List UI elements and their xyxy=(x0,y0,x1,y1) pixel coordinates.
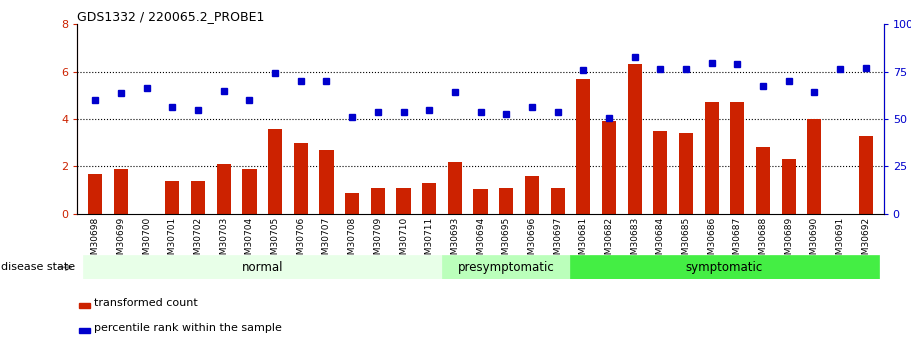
Bar xyxy=(320,150,333,214)
Bar xyxy=(79,304,89,308)
Bar xyxy=(474,189,487,214)
Bar xyxy=(499,188,513,214)
Bar xyxy=(448,162,462,214)
Bar xyxy=(756,148,770,214)
Bar xyxy=(422,183,436,214)
Bar xyxy=(570,255,878,279)
Bar xyxy=(371,188,385,214)
Bar xyxy=(807,119,822,214)
Bar xyxy=(782,159,795,214)
Bar xyxy=(114,169,128,214)
Bar xyxy=(242,169,257,214)
Bar xyxy=(293,143,308,214)
Bar xyxy=(191,181,205,214)
Text: symptomatic: symptomatic xyxy=(686,261,763,274)
Bar xyxy=(576,79,590,214)
Bar xyxy=(731,102,744,214)
Bar xyxy=(859,136,873,214)
Text: transformed count: transformed count xyxy=(95,298,198,308)
Bar xyxy=(268,128,282,214)
Bar xyxy=(550,188,565,214)
Bar xyxy=(679,133,693,214)
Bar xyxy=(396,188,411,214)
Bar xyxy=(166,181,179,214)
Text: disease state: disease state xyxy=(1,263,75,272)
Bar xyxy=(704,102,719,214)
Text: GDS1332 / 220065.2_PROBE1: GDS1332 / 220065.2_PROBE1 xyxy=(77,10,265,23)
Bar xyxy=(525,176,539,214)
Bar xyxy=(79,328,89,333)
Bar xyxy=(88,174,102,214)
Bar xyxy=(628,65,641,214)
Bar xyxy=(345,193,359,214)
Bar xyxy=(83,255,442,279)
Bar xyxy=(442,255,570,279)
Bar xyxy=(217,164,230,214)
Text: normal: normal xyxy=(241,261,283,274)
Bar xyxy=(653,131,668,214)
Bar xyxy=(602,121,616,214)
Text: presymptomatic: presymptomatic xyxy=(458,261,555,274)
Text: percentile rank within the sample: percentile rank within the sample xyxy=(95,323,282,333)
